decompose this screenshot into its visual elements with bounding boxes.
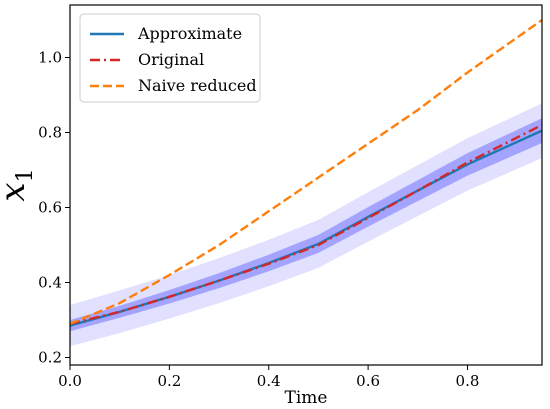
outer-band <box>70 103 542 347</box>
x-tick-label: 0.2 <box>157 372 181 390</box>
y-tick-label: 0.6 <box>38 199 62 217</box>
x-axis-label: Time <box>285 388 328 408</box>
y-tick-label: 1.0 <box>38 49 62 67</box>
y-axis-label: x1 <box>0 168 38 201</box>
plot-frame <box>69 4 543 366</box>
x-tick-label: 0.0 <box>58 372 82 390</box>
series-line-naive-reduced <box>69 19 543 325</box>
y-tick-label: 0.2 <box>38 349 62 367</box>
legend-entry: Naive reduced <box>138 76 257 95</box>
uncertainty-bands <box>70 103 542 347</box>
legend: Approximate Original Naive reduced <box>79 13 261 103</box>
y-tick-label: 0.8 <box>38 124 62 142</box>
legend-entry: Original <box>138 50 204 69</box>
legend-entry: Approximate <box>137 24 242 43</box>
x-tick-label: 0.8 <box>456 372 480 390</box>
inner-band <box>70 118 542 332</box>
y-tick-label: 0.4 <box>38 274 62 292</box>
y-axis-ticks: 0.2 0.4 0.6 0.8 1.0 <box>38 49 70 367</box>
legend-box <box>79 13 261 103</box>
series-line-original <box>69 123 543 325</box>
x-tick-label: 0.4 <box>257 372 281 390</box>
x-tick-label: 0.6 <box>356 372 380 390</box>
series-lines <box>69 19 543 327</box>
x-axis-ticks: 0.0 0.2 0.4 0.6 0.8 <box>58 365 479 390</box>
